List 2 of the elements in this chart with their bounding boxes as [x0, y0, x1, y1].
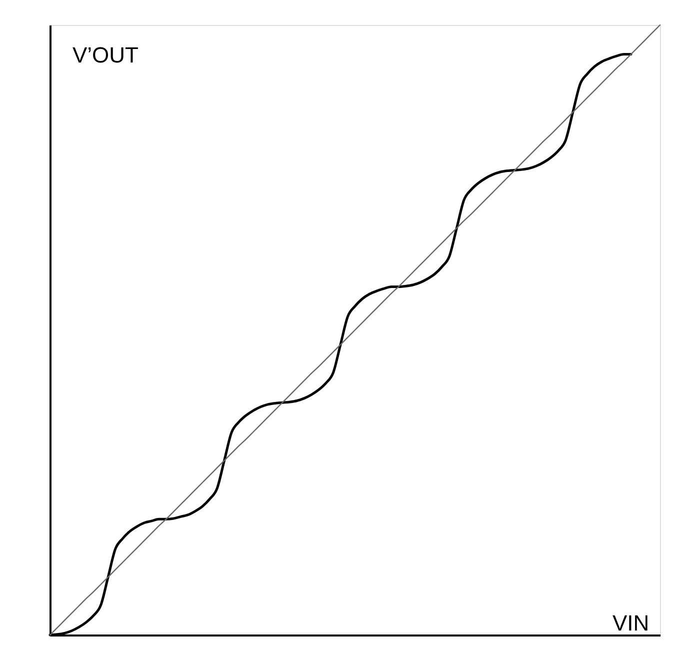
y-axis-title: V’OUT	[72, 42, 138, 68]
x-axis-title: VIN	[612, 610, 650, 636]
